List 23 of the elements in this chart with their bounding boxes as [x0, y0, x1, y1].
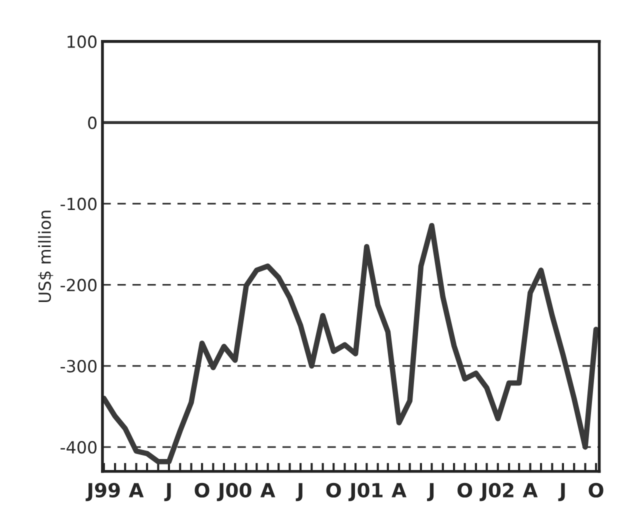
- y-tick-label: -100: [60, 198, 96, 210]
- x-tick-label: O: [326, 482, 341, 498]
- x-tick-label: O: [588, 482, 604, 498]
- x-tick-label: A: [128, 483, 144, 498]
- y-tick-label: -400: [60, 441, 96, 454]
- x-tick-label: A: [522, 483, 538, 498]
- x-tick-label: O: [458, 482, 472, 498]
- x-tick-label: J: [427, 483, 434, 502]
- y-tick-label: -300: [60, 360, 96, 372]
- x-tick-label: J: [558, 483, 565, 502]
- y-tick-label: 0: [88, 116, 96, 130]
- x-tick-label: J: [296, 483, 302, 502]
- x-tick-label: J00: [216, 482, 252, 502]
- x-tick-label: J: [164, 483, 171, 502]
- x-tick-label: A: [392, 483, 406, 498]
- x-tick-label: J02: [480, 482, 514, 502]
- x-tick-label: J99: [86, 482, 120, 502]
- y-tick-label: -200: [60, 278, 96, 292]
- x-tick-label: O: [194, 482, 210, 498]
- y-axis-title: US$ million: [38, 210, 54, 302]
- x-tick-label: J01: [348, 482, 382, 502]
- y-tick-label: 100: [68, 35, 96, 48]
- x-tick-label: A: [260, 483, 276, 498]
